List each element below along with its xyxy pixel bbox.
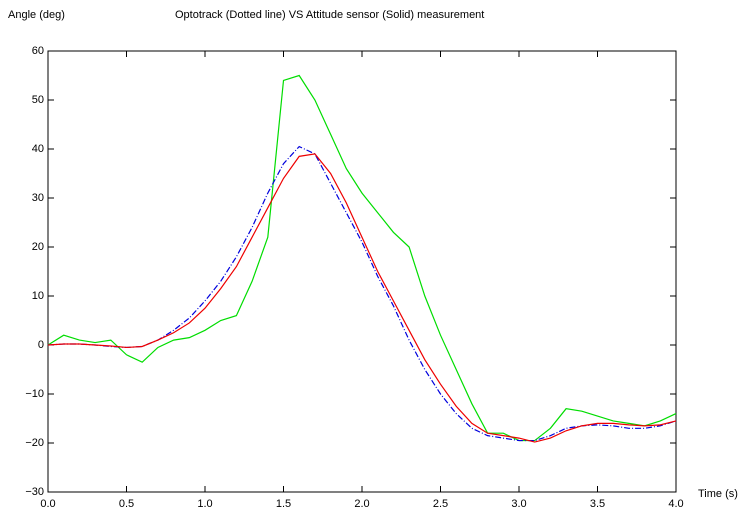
x-tick-label: 4.0 [668,498,683,510]
data-line [47,74,677,442]
data-line [47,145,677,442]
x-tick-label: 2.5 [433,498,448,510]
y-tick-label: −20 [25,437,44,449]
y-axis-label: Angle (deg) [8,9,65,21]
x-tick-label: 1.0 [197,498,212,510]
y-tick-label: 10 [32,290,44,302]
x-tick-label: 0.5 [119,498,134,510]
y-tick-label: −30 [25,486,44,498]
x-tick-label: 1.5 [276,498,291,510]
y-tick-label: 50 [32,94,44,106]
x-tick-label: 3.5 [590,498,605,510]
y-tick-label: 60 [32,45,44,57]
y-tick-label: −10 [25,388,44,400]
y-tick-label: 40 [32,143,44,155]
x-tick-label: 0.0 [40,498,55,510]
y-tick-label: 20 [32,241,44,253]
y-tick-label: 0 [38,339,44,351]
chart-title: Optotrack (Dotted line) VS Attitude sens… [175,9,484,21]
data-line [47,153,677,443]
y-tick-label: 30 [32,192,44,204]
x-tick-label: 3.0 [511,498,526,510]
x-axis-label: Time (s) [698,488,738,500]
x-tick-label: 2.0 [354,498,369,510]
